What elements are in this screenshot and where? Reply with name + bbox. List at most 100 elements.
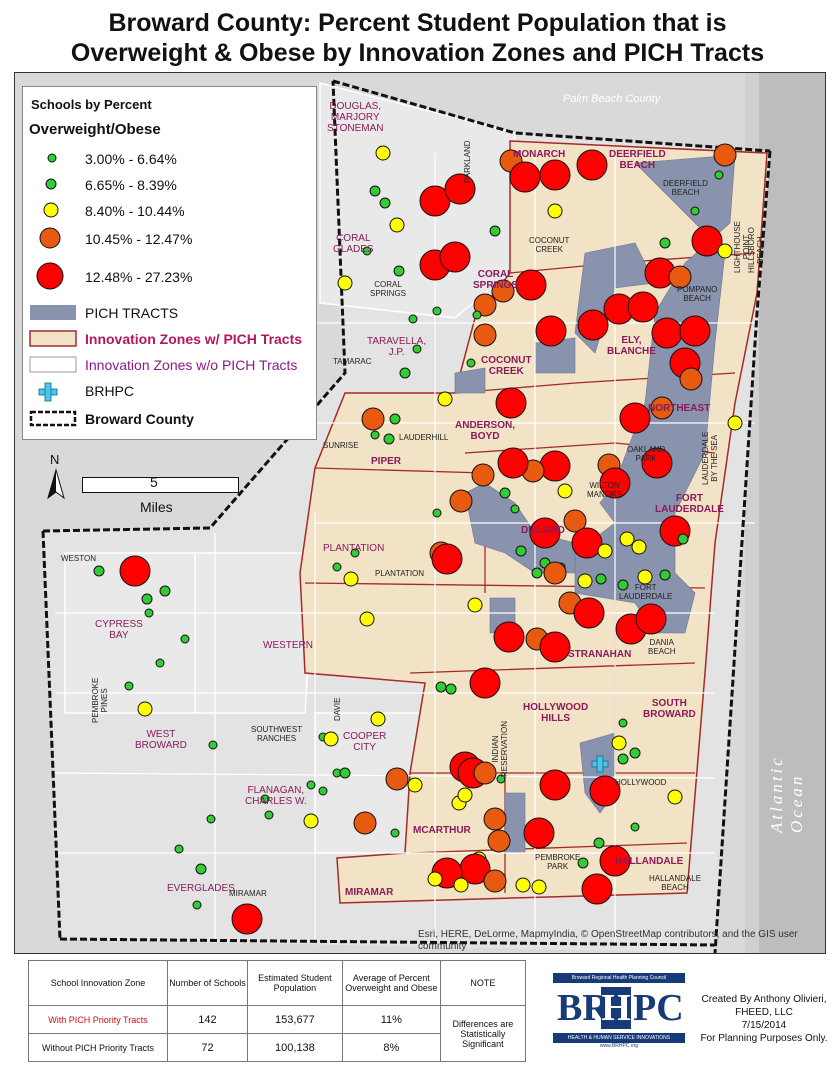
school-marker[interactable] [473, 323, 497, 347]
school-marker[interactable] [531, 879, 547, 895]
school-marker[interactable] [667, 789, 683, 805]
school-marker[interactable] [618, 718, 628, 728]
school-marker[interactable] [619, 402, 651, 434]
school-marker[interactable] [535, 315, 567, 347]
school-marker[interactable] [651, 317, 683, 349]
school-marker[interactable] [531, 567, 543, 579]
school-marker[interactable] [593, 837, 605, 849]
school-marker[interactable] [515, 269, 547, 301]
school-marker[interactable] [208, 740, 218, 750]
school-marker[interactable] [159, 585, 171, 597]
school-marker[interactable] [627, 291, 659, 323]
school-marker[interactable] [369, 185, 381, 197]
school-marker[interactable] [599, 845, 631, 877]
school-marker[interactable] [495, 387, 527, 419]
school-marker[interactable] [444, 173, 476, 205]
school-marker[interactable] [370, 711, 386, 727]
school-marker[interactable] [408, 314, 418, 324]
school-marker[interactable] [483, 807, 507, 831]
school-marker[interactable] [362, 246, 372, 256]
school-marker[interactable] [496, 774, 506, 784]
school-marker[interactable] [137, 701, 153, 717]
school-marker[interactable] [206, 814, 216, 824]
school-marker[interactable] [539, 631, 571, 663]
school-marker[interactable] [427, 871, 443, 887]
school-marker[interactable] [390, 828, 400, 838]
school-marker[interactable] [599, 467, 631, 499]
school-marker[interactable] [473, 293, 497, 317]
school-marker[interactable] [713, 143, 737, 167]
school-marker[interactable] [449, 489, 473, 513]
map-frame[interactable]: Palm Beach County Atlantic Ocean MONARCH… [14, 72, 826, 954]
school-marker[interactable] [471, 463, 495, 487]
school-marker[interactable] [523, 817, 555, 849]
school-marker[interactable] [630, 822, 640, 832]
school-marker[interactable] [375, 145, 391, 161]
school-marker[interactable] [617, 579, 629, 591]
school-marker[interactable] [489, 225, 501, 237]
school-marker[interactable] [563, 509, 587, 533]
school-marker[interactable] [432, 508, 442, 518]
school-marker[interactable] [399, 367, 411, 379]
school-marker[interactable] [337, 275, 353, 291]
school-marker[interactable] [539, 159, 571, 191]
school-marker[interactable] [581, 873, 613, 905]
school-marker[interactable] [323, 731, 339, 747]
school-marker[interactable] [389, 413, 401, 425]
map-canvas[interactable] [15, 73, 825, 953]
school-marker[interactable] [629, 747, 641, 759]
school-marker[interactable] [431, 543, 463, 575]
school-marker[interactable] [155, 658, 165, 668]
school-marker[interactable] [432, 306, 442, 316]
school-marker[interactable] [691, 225, 723, 257]
school-marker[interactable] [611, 735, 627, 751]
school-marker[interactable] [332, 562, 342, 572]
school-marker[interactable] [370, 430, 380, 440]
school-marker[interactable] [641, 447, 673, 479]
school-marker[interactable] [231, 903, 263, 935]
school-marker[interactable] [439, 241, 471, 273]
school-marker[interactable] [473, 761, 497, 785]
school-marker[interactable] [435, 681, 447, 693]
school-marker[interactable] [659, 237, 671, 249]
school-marker[interactable] [487, 829, 511, 853]
school-marker[interactable] [389, 217, 405, 233]
school-marker[interactable] [557, 483, 573, 499]
school-marker[interactable] [539, 450, 571, 482]
school-marker[interactable] [679, 315, 711, 347]
school-marker[interactable] [515, 877, 531, 893]
school-marker[interactable] [499, 487, 511, 499]
school-marker[interactable] [353, 811, 377, 835]
school-marker[interactable] [483, 869, 507, 893]
school-marker[interactable] [466, 358, 476, 368]
school-marker[interactable] [195, 863, 207, 875]
school-marker[interactable] [727, 415, 743, 431]
school-marker[interactable] [690, 206, 700, 216]
school-marker[interactable] [412, 344, 422, 354]
school-marker[interactable] [467, 597, 483, 613]
school-marker[interactable] [339, 767, 351, 779]
school-marker[interactable] [515, 545, 527, 557]
school-marker[interactable] [547, 203, 563, 219]
school-marker[interactable] [437, 391, 453, 407]
school-marker[interactable] [577, 309, 609, 341]
school-marker[interactable] [714, 170, 724, 180]
school-marker[interactable] [677, 533, 689, 545]
school-marker[interactable] [407, 777, 423, 793]
school-marker[interactable] [472, 310, 482, 320]
school-marker[interactable] [124, 681, 134, 691]
school-marker[interactable] [361, 407, 385, 431]
school-marker[interactable] [343, 571, 359, 587]
school-marker[interactable] [631, 539, 647, 555]
school-marker[interactable] [192, 900, 202, 910]
school-marker[interactable] [174, 844, 184, 854]
school-marker[interactable] [350, 548, 360, 558]
school-marker[interactable] [303, 813, 319, 829]
school-marker[interactable] [668, 265, 692, 289]
school-marker[interactable] [453, 877, 469, 893]
school-marker[interactable] [264, 810, 274, 820]
school-marker[interactable] [619, 531, 635, 547]
school-marker[interactable] [318, 786, 328, 796]
school-marker[interactable] [393, 265, 405, 277]
school-marker[interactable] [141, 593, 153, 605]
